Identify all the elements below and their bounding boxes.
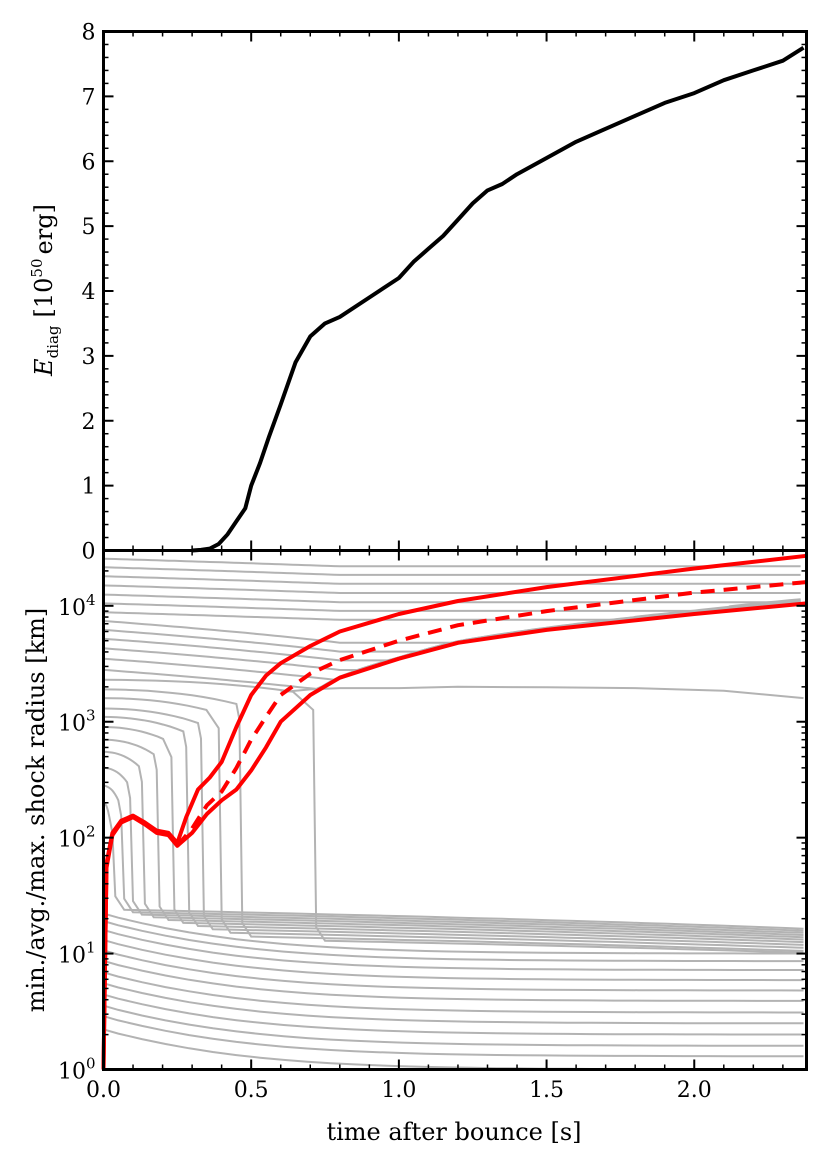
x-axis-label: time after bounce [s] — [326, 1118, 581, 1146]
top-plot-frame — [102, 30, 808, 552]
mass-shell-line — [103, 750, 804, 936]
mass-shell-line — [103, 738, 804, 939]
mass-shell-line — [103, 688, 804, 952]
top-series — [191, 46, 805, 553]
mass-shell-line — [103, 697, 804, 949]
top-y-tick-label: 3 — [82, 345, 96, 370]
mass-shell-line — [103, 575, 801, 585]
top-y-axis-label: Ediag[1050erg] — [28, 204, 62, 377]
bottom-panel: 100 101 102 103 104 0.0 0.5 1.0 1.5 2.0 min./avg… — [22, 549, 807, 1146]
top-y-tick-label: 7 — [82, 85, 96, 110]
mass-shell-line — [103, 715, 804, 944]
top-y-tick-label: 2 — [82, 410, 96, 435]
mass-shell-line — [102, 971, 804, 1070]
bottom-y-tick-label: 103 — [58, 707, 96, 737]
bottom-y-tick-labels: 100 101 102 103 104 — [58, 591, 96, 1085]
mass-shell-line — [103, 784, 804, 932]
top-y-tick-label: 1 — [82, 475, 96, 500]
top-y-tick-label: 5 — [82, 215, 96, 240]
mass-shell-line — [102, 939, 804, 1070]
top-ticks — [102, 30, 807, 552]
mass-shell-line — [102, 929, 804, 1070]
mass-shell-line — [102, 993, 804, 1070]
top-y-tick-label: 0 — [82, 540, 96, 565]
bottom-plot-frame — [102, 549, 808, 1071]
mass-shell-line — [103, 766, 804, 934]
mass-shell-line — [103, 557, 801, 568]
x-tick-label: 0.5 — [234, 1078, 269, 1103]
mass-shell-line — [103, 707, 804, 946]
x-tick-label: 1.5 — [529, 1078, 564, 1103]
mass-shell-line — [103, 584, 801, 594]
top-y-tick-label: 6 — [82, 150, 96, 175]
mass-shell-line — [103, 566, 801, 576]
min-shock-radius-line — [101, 601, 807, 1070]
bottom-y-axis-label: min./avg./max. shock radius [km] — [22, 608, 50, 1013]
bottom-y-tick-label: 102 — [58, 823, 96, 853]
mass-shell-line — [102, 1028, 804, 1071]
top-panel: 0 1 2 3 4 5 6 7 8 Ediag[1050erg] — [28, 21, 807, 565]
bottom-y-tick-label: 100 — [58, 1055, 96, 1085]
mass-shell-line — [103, 726, 804, 941]
mass-shell-line — [102, 959, 804, 1070]
top-y-tick-label: 8 — [82, 21, 96, 46]
x-tick-labels: 0.0 0.5 1.0 1.5 2.0 — [86, 1078, 712, 1103]
x-tick-label: 0.0 — [86, 1078, 121, 1103]
top-y-tick-label: 4 — [82, 280, 96, 305]
x-tick-label: 2.0 — [677, 1078, 712, 1103]
bottom-series — [101, 553, 807, 1070]
mass-shell-line — [102, 1015, 804, 1070]
mass-shell-line — [103, 678, 804, 954]
energy-line — [191, 46, 805, 553]
mass-shell-line — [102, 949, 804, 1070]
mass-shell-line — [103, 801, 804, 930]
bottom-y-tick-label: 101 — [58, 939, 96, 969]
mass-shell-line — [102, 1004, 804, 1070]
top-y-tick-labels: 0 1 2 3 4 5 6 7 8 — [82, 21, 96, 565]
avg-shock-radius-line — [175, 580, 807, 848]
mass-shell-line — [103, 598, 801, 612]
mass-shell-line — [280, 685, 804, 700]
mass-shell-line — [102, 912, 804, 1070]
x-tick-label: 1.0 — [381, 1078, 416, 1103]
bottom-y-tick-label: 104 — [58, 591, 96, 621]
mass-shell-line — [102, 982, 804, 1070]
mass-shell-line — [102, 920, 804, 1070]
